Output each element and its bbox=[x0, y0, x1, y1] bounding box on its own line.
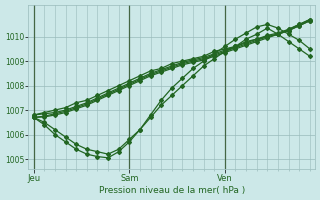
X-axis label: Pression niveau de la mer( hPa ): Pression niveau de la mer( hPa ) bbox=[99, 186, 245, 195]
